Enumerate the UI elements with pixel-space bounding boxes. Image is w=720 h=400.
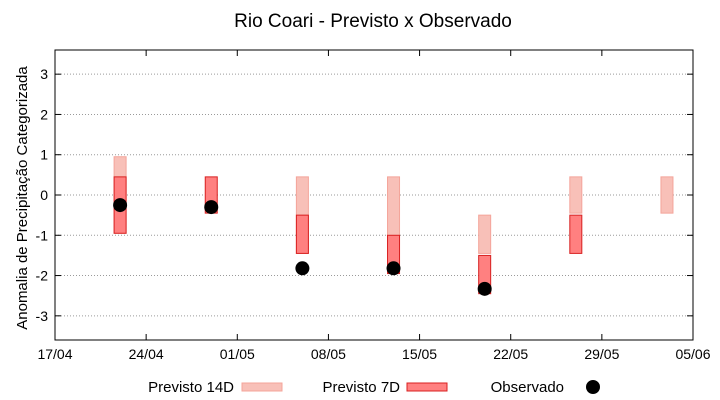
x-axis: 17/04 24/04 01/05 08/05 15/05 22/05 29/05 05/06 (37, 50, 711, 362)
x-tick-label: 22/05 (493, 346, 528, 362)
observed-point (113, 198, 128, 213)
legend-swatch-previsto-14d (241, 382, 283, 392)
series-observado (113, 198, 492, 296)
x-tick-label: 17/04 (37, 346, 72, 362)
observed-point (295, 261, 310, 276)
y-tick-label: 3 (40, 66, 48, 82)
range-bar-7d (569, 214, 583, 254)
y-axis-label: Anomalia de Precipitação Categorizada (14, 66, 31, 330)
chart-title: Rio Coari - Previsto x Observado (234, 11, 512, 32)
x-tick-label: 01/05 (220, 346, 255, 362)
observed-point (204, 200, 219, 215)
y-tick-label: -1 (36, 227, 49, 243)
observed-point (477, 281, 492, 296)
y-tick-label: 1 (40, 147, 48, 163)
legend-label-previsto-14d: Previsto 14D (148, 379, 234, 396)
legend-label-observado: Observado (491, 379, 564, 396)
y-tick-label: 0 (40, 187, 48, 203)
legend: Previsto 14D Previsto 7D Observado (148, 379, 600, 396)
x-tick-label: 05/06 (675, 346, 710, 362)
y-tick-label: -2 (36, 268, 49, 284)
y-tick-label: 2 (40, 106, 48, 122)
legend-marker-observado (586, 380, 600, 394)
range-bar-14d (569, 176, 583, 214)
range-bar-7d (295, 214, 309, 254)
x-tick-label: 29/05 (584, 346, 619, 362)
x-tick-label: 15/05 (402, 346, 437, 362)
range-bar-14d (478, 214, 492, 254)
y-tick-label: -3 (36, 308, 49, 324)
legend-label-previsto-7d: Previsto 7D (322, 379, 400, 396)
grid (55, 73, 693, 317)
x-tick-label: 08/05 (311, 346, 346, 362)
range-bar-14d (660, 176, 674, 214)
legend-swatch-previsto-7d (406, 382, 448, 392)
x-tick-label: 24/04 (129, 346, 164, 362)
y-axis: -3 -2 -1 0 1 2 3 (36, 66, 693, 324)
observed-point (386, 261, 401, 276)
